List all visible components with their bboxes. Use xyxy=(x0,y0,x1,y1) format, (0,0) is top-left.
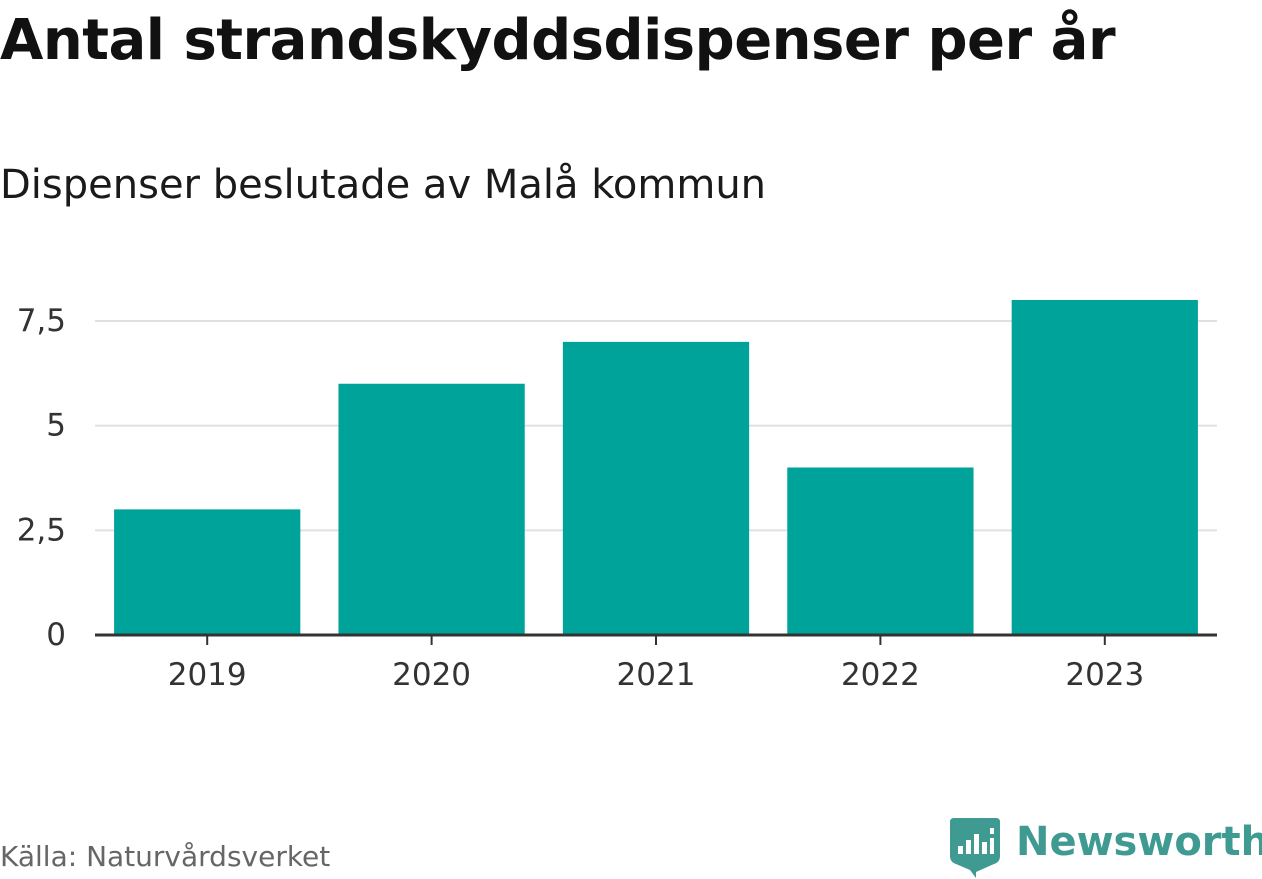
y-axis: 0 2,5 5 7,5 xyxy=(17,303,66,653)
x-tick-label: 2020 xyxy=(392,657,471,693)
chart-title: Antal strandskyddsdispenser per år xyxy=(0,8,1116,73)
y-tick-label: 2,5 xyxy=(17,512,66,548)
bar-2023 xyxy=(1011,300,1198,635)
bar-2021 xyxy=(562,341,750,635)
x-tick-label: 2023 xyxy=(1065,657,1144,693)
source-note: Källa: Naturvårdsverket xyxy=(0,840,331,873)
y-tick-label: 7,5 xyxy=(17,303,66,339)
x-axis: 2019 2020 2021 2022 2023 xyxy=(95,633,1217,693)
newsworthy-logo-icon xyxy=(950,818,1000,878)
brand-name: Newsworthy xyxy=(1016,819,1262,865)
y-tick-label: 0 xyxy=(46,617,66,653)
bars xyxy=(114,300,1198,635)
x-tick-label: 2022 xyxy=(841,657,920,693)
bar-chart: 0 2,5 5 7,5 2019 2020 2021 2022 2023 xyxy=(17,300,1217,693)
x-tick-label: 2021 xyxy=(617,657,696,693)
bar-2019 xyxy=(114,509,301,635)
bar-2022 xyxy=(787,467,974,635)
newsworthy-brand[interactable]: Newsworthy xyxy=(950,818,1262,878)
x-tick-label: 2019 xyxy=(168,657,247,693)
chart-subtitle: Dispenser beslutade av Malå kommun xyxy=(0,162,767,208)
bar-2020 xyxy=(338,383,525,635)
y-tick-label: 5 xyxy=(46,408,66,444)
